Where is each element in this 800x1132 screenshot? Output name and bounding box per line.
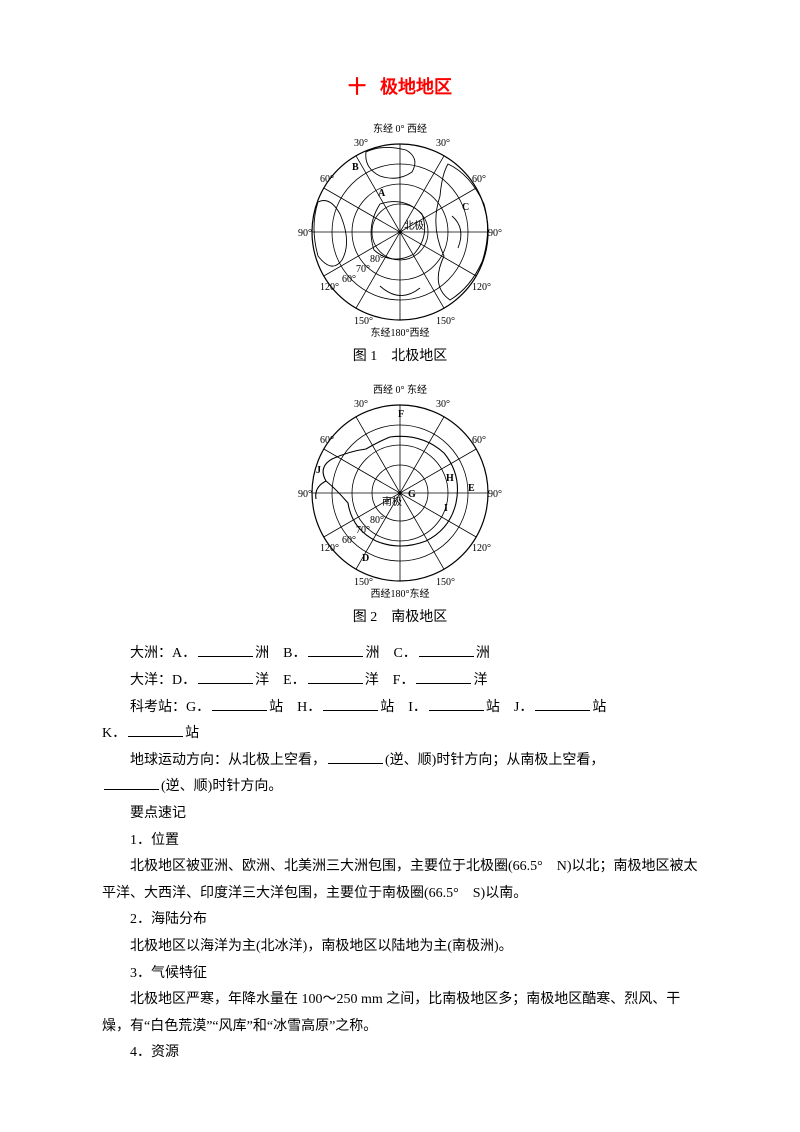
svg-text:90°: 90° (298, 489, 312, 500)
arctic-map: 北极 60° 70° 80° A B C 东经 0° 西经 东经180°西经 9… (290, 120, 510, 340)
blank-K[interactable] (128, 722, 183, 737)
svg-text:90°: 90° (488, 228, 502, 239)
letter-I: I (444, 503, 448, 514)
svg-text:60°: 60° (472, 174, 486, 185)
blank-G[interactable] (212, 696, 267, 711)
p1-body: 北极地区被亚洲、欧洲、北美洲三大洲包围，主要位于北极圈(66.5° N)以北；南… (102, 854, 698, 907)
p4-title: 4．资源 (102, 1040, 698, 1067)
svg-text:120°: 120° (320, 543, 339, 554)
svg-text:60°: 60° (320, 174, 334, 185)
fig2-top-label: 西经 0° 东经 (373, 383, 427, 396)
letter-C: C (462, 202, 469, 213)
letter-F: F (398, 409, 404, 420)
blank-I[interactable] (429, 696, 484, 711)
line-continent: 大洲：A．洲 B．洲 C．洲 (102, 641, 698, 668)
center-label-arctic: 北极 (404, 219, 424, 232)
memo-heading: 要点速记 (102, 801, 698, 828)
svg-text:150°: 150° (354, 316, 373, 327)
blank-F[interactable] (416, 669, 471, 684)
letter-E: E (468, 483, 475, 494)
blank-C[interactable] (419, 642, 474, 657)
line-motion-2: (逆、顺)时针方向。 (102, 774, 698, 801)
svg-text:150°: 150° (354, 577, 373, 588)
letter-J: J (316, 465, 321, 476)
figure-1: 北极 60° 70° 80° A B C 东经 0° 西经 东经180°西经 9… (100, 120, 700, 340)
body-text: 大洲：A．洲 B．洲 C．洲 大洋：D．洋 E．洋 F．洋 科考站：G．站 H．… (100, 641, 700, 1067)
blank-E[interactable] (308, 669, 363, 684)
svg-text:120°: 120° (472, 543, 491, 554)
blank-north-dir[interactable] (328, 749, 383, 764)
figure1-caption: 图 1 北极地区 (100, 344, 700, 371)
figure2-caption: 图 2 南极地区 (100, 605, 700, 632)
svg-text:80°: 80° (370, 515, 384, 526)
svg-text:30°: 30° (436, 138, 450, 149)
center-label-antarctic: 南极 (382, 495, 402, 508)
letter-B: B (352, 162, 359, 173)
blank-H[interactable] (323, 696, 378, 711)
letter-G: G (408, 489, 416, 500)
svg-text:60°: 60° (342, 535, 356, 546)
figure-2: 南极 60° 70° 80° D E F J G H I 西经 0° 东经 西经… (100, 381, 700, 601)
line-ocean: 大洋：D．洋 E．洋 F．洋 (102, 668, 698, 695)
letter-A: A (378, 188, 386, 199)
line-station: 科考站：G．站 H．站 I．站 J．站 (102, 695, 698, 722)
title-num: 十 (348, 77, 366, 97)
svg-text:90°: 90° (488, 489, 502, 500)
svg-text:80°: 80° (370, 254, 384, 265)
p2-title: 2．海陆分布 (102, 907, 698, 934)
page-title: 十极地地区 (100, 70, 700, 104)
p1-title: 1．位置 (102, 828, 698, 855)
line-station-k: K．站 (102, 721, 698, 748)
svg-text:120°: 120° (472, 282, 491, 293)
p3-body: 北极地区严寒，年降水量在 100～250 mm 之间，比南极地区多；南极地区酷寒… (102, 987, 698, 1040)
letter-H: H (446, 473, 454, 484)
fig1-top-label: 东经 0° 西经 (373, 122, 427, 135)
blank-J[interactable] (535, 696, 590, 711)
title-text: 极地地区 (380, 77, 452, 97)
line-motion-1: 地球运动方向：从北极上空看，(逆、顺)时针方向；从南极上空看， (102, 748, 698, 775)
svg-text:60°: 60° (342, 274, 356, 285)
p2-body: 北极地区以海洋为主(北冰洋)，南极地区以陆地为主(南极洲)。 (102, 934, 698, 961)
blank-D[interactable] (198, 669, 253, 684)
svg-text:70°: 70° (356, 264, 370, 275)
letter-D: D (362, 553, 369, 564)
svg-text:120°: 120° (320, 282, 339, 293)
svg-text:30°: 30° (354, 399, 368, 410)
svg-text:150°: 150° (436, 316, 455, 327)
antarctic-map: 南极 60° 70° 80° D E F J G H I 西经 0° 东经 西经… (290, 381, 510, 601)
fig1-bottom-label: 东经180°西经 (371, 326, 430, 339)
blank-B[interactable] (308, 642, 363, 657)
svg-text:60°: 60° (320, 435, 334, 446)
svg-text:70°: 70° (356, 525, 370, 536)
svg-text:150°: 150° (436, 577, 455, 588)
fig2-bottom-label: 西经180°东经 (371, 587, 430, 600)
blank-south-dir[interactable] (104, 775, 159, 790)
svg-text:60°: 60° (472, 435, 486, 446)
p3-title: 3．气候特征 (102, 961, 698, 988)
svg-text:30°: 30° (354, 138, 368, 149)
svg-text:90°: 90° (298, 228, 312, 239)
svg-text:30°: 30° (436, 399, 450, 410)
blank-A[interactable] (198, 642, 253, 657)
